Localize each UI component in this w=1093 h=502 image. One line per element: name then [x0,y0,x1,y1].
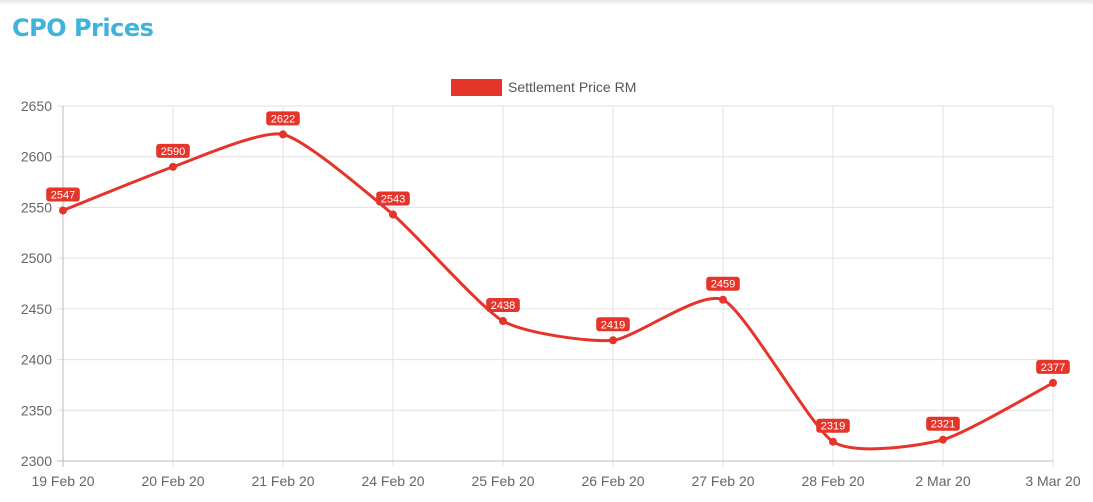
data-point[interactable] [939,435,947,444]
data-label-box [156,143,190,158]
axes: 2300 2350 2400 2450 2500 2550 2600 2650 19 Feb 2… [21,98,1081,489]
legend-label[interactable]: Settlement Price RM [508,79,636,95]
series-line [61,132,1055,451]
data-point[interactable] [389,210,397,219]
data-label-box [376,191,410,206]
data-label: 2319 [821,421,845,433]
data-label: 2547 [51,189,75,201]
x-tick-label: 26 Feb 20 [581,473,644,489]
data-label-box [46,187,80,202]
y-tick-label: 2650 [21,98,52,114]
data-point[interactable] [1049,378,1057,387]
grid [57,105,1054,467]
x-tick-label: 21 Feb 20 [251,473,314,489]
data-point[interactable] [609,336,617,345]
legend[interactable]: Settlement Price RM [451,79,636,96]
data-label-box [486,298,520,313]
x-tick-label: 24 Feb 20 [361,473,424,489]
y-tick-label: 2600 [21,149,52,165]
y-tick-label: 2300 [21,453,52,469]
data-label-box [816,418,850,433]
data-point[interactable] [499,317,507,326]
data-point[interactable] [829,437,837,446]
x-tick-label: 20 Feb 20 [141,473,204,489]
data-label-box [1036,359,1070,374]
x-tick-label: 2 Mar 20 [915,473,970,489]
data-label-box [596,317,630,332]
data-label: 2459 [711,279,735,291]
data-label: 2438 [491,300,515,312]
y-tick-label: 2500 [21,250,52,266]
data-point[interactable] [59,206,67,215]
data-label-box [926,416,960,431]
data-label: 2543 [381,194,405,206]
series-layer [59,130,1057,451]
data-label: 2377 [1041,362,1065,374]
page-title: CPO Prices [12,14,154,42]
y-tick-label: 2450 [21,301,52,317]
x-tick-label: 25 Feb 20 [471,473,534,489]
data-point[interactable] [279,130,287,139]
y-tick-label: 2400 [21,352,52,368]
top-divider [0,0,1093,4]
data-label: 2590 [161,146,185,158]
data-labels: 2547 2590 2622 2543 2438 2419 2459 2319 2321 2377 [46,111,1070,433]
data-point[interactable] [169,162,177,171]
data-label: 2321 [931,419,955,431]
data-point[interactable] [719,295,727,304]
data-label-box [706,276,740,291]
x-tick-label: 3 Mar 20 [1025,473,1080,489]
x-tick-label: 19 Feb 20 [31,473,94,489]
x-tick-label: 27 Feb 20 [691,473,754,489]
y-tick-label: 2350 [21,402,52,418]
y-tick-label: 2550 [21,199,52,215]
data-label: 2419 [601,319,625,331]
data-label: 2622 [271,113,295,125]
x-tick-label: 28 Feb 20 [801,473,864,489]
legend-swatch[interactable] [451,79,502,96]
data-label-box [266,111,300,126]
